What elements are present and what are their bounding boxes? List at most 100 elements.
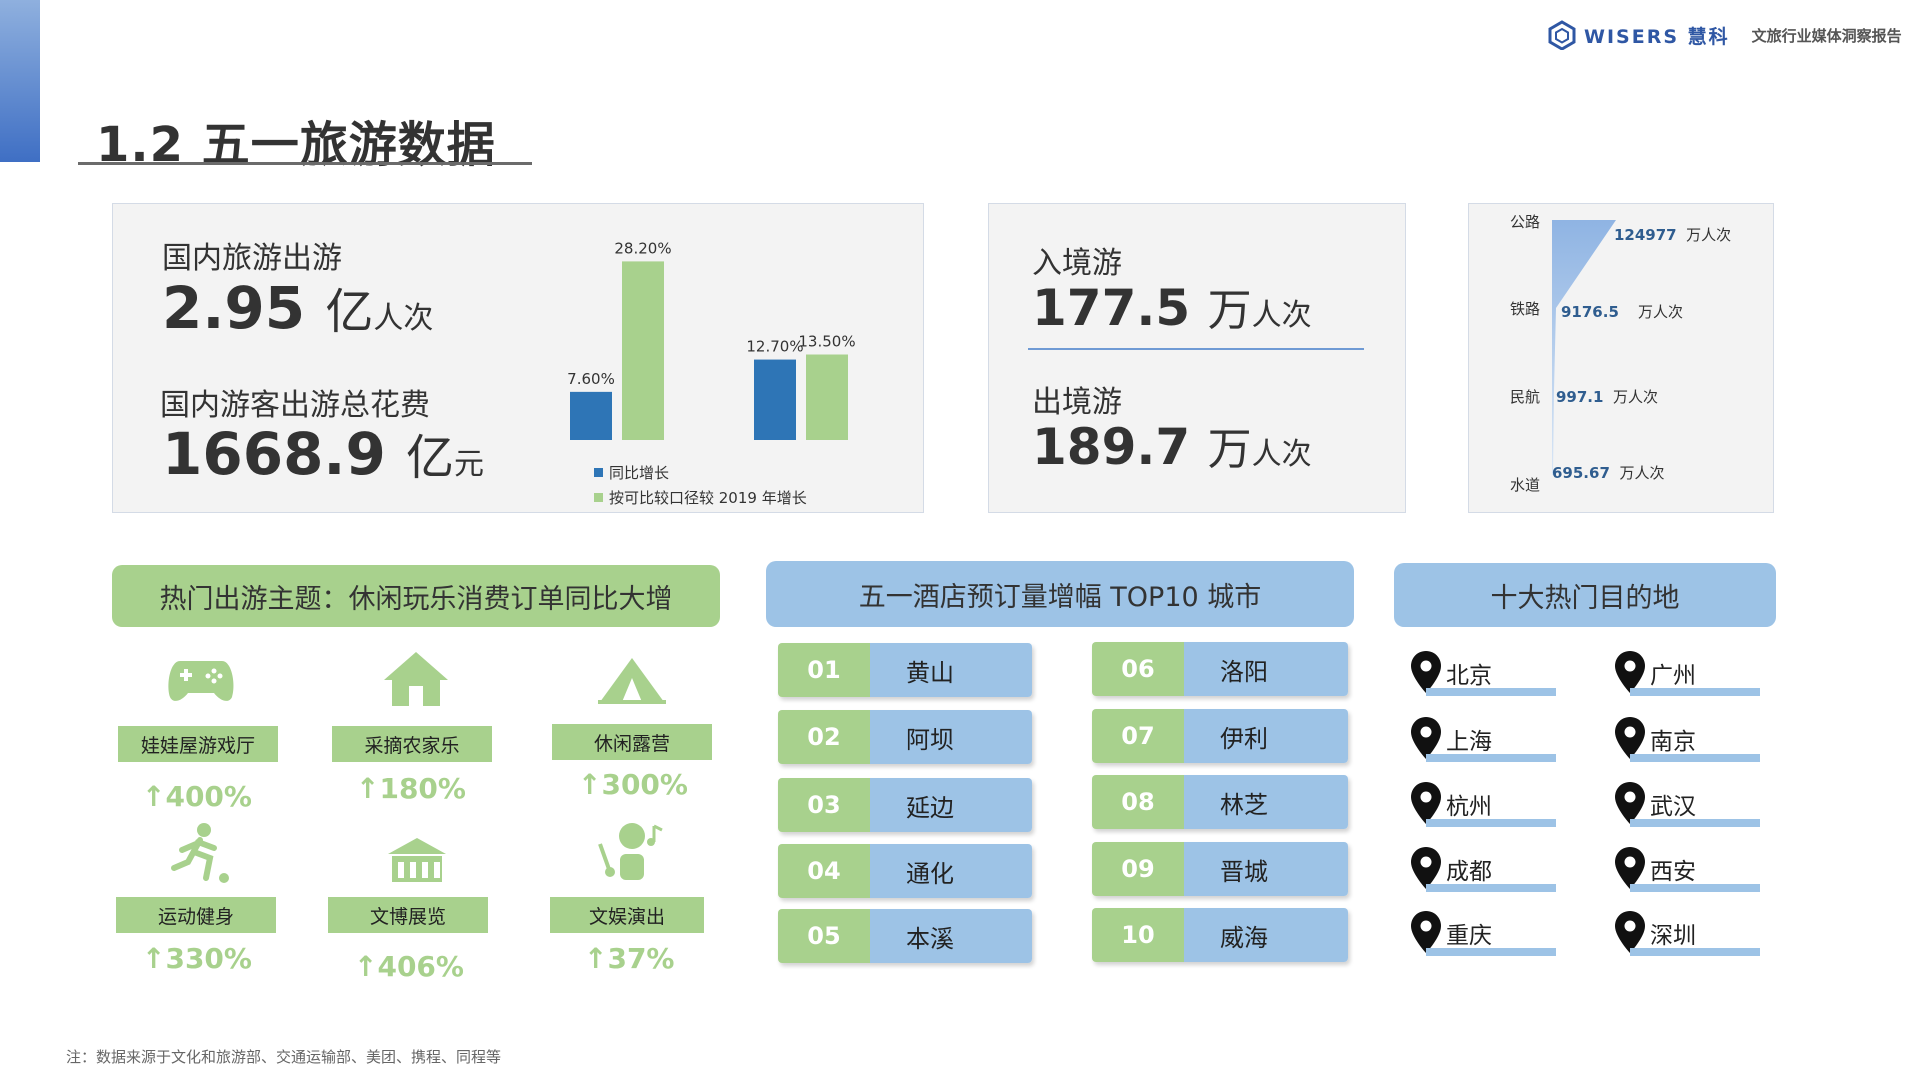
transport-mode-road: 公路 <box>1510 213 1541 231</box>
transport-mode-rail: 铁路 <box>1510 300 1541 318</box>
map-pin-icon <box>1615 717 1645 759</box>
destination-item: 杭州 <box>1410 781 1492 825</box>
transport-number-rail: 9176.5 <box>1561 303 1619 321</box>
map-pin-icon <box>1615 911 1645 953</box>
destination-city: 深圳 <box>1650 923 1696 949</box>
map-pin-icon <box>1615 651 1645 693</box>
brand-header: WISERS 慧科 文旅行业媒体洞察报告 <box>1548 20 1902 50</box>
themes-header: 热门出游主题：休闲玩乐消费订单同比大增 <box>112 565 720 627</box>
legend-label-vs2019: 按可比较口径较 2019 年增长 <box>609 489 807 507</box>
theme-pct-museum: ↑406% <box>354 950 464 983</box>
hotel-rank-row: 05 本溪 <box>778 909 1032 963</box>
rank-number: 10 <box>1092 908 1184 962</box>
outbound-value: 189.7 万人次 <box>1032 413 1312 477</box>
domestic-spend-number: 1668.9 <box>162 420 386 488</box>
footnote: 注：数据来源于文化和旅游部、交通运输部、美团、携程、同程等 <box>66 1048 502 1066</box>
rank-city: 晋城 <box>1184 842 1348 896</box>
transport-unit-rail: 万人次 <box>1637 303 1683 321</box>
domestic-spend-unit-small: 元 <box>454 447 485 482</box>
hotel-rank-row: 03 延边 <box>778 778 1032 832</box>
map-pin-icon <box>1411 717 1441 759</box>
rank-number: 04 <box>778 844 870 898</box>
hotel-rank-row: 04 通化 <box>778 844 1032 898</box>
border-travel-panel <box>988 203 1406 513</box>
destination-city: 武汉 <box>1650 794 1696 820</box>
destination-city: 广州 <box>1650 663 1696 689</box>
domestic-spend-unit: 亿 <box>406 430 455 486</box>
transport-funnel-shape <box>1552 220 1616 475</box>
outbound-unit: 万 <box>1207 424 1252 475</box>
outbound-number: 189.7 <box>1032 418 1191 476</box>
wisers-logo-icon <box>1548 20 1576 50</box>
transport-panel <box>1468 203 1774 513</box>
transport-value-rail: 9176.5 万人次 <box>1561 301 1683 322</box>
inbound-unit: 万 <box>1207 285 1252 336</box>
destination-city: 北京 <box>1446 663 1492 689</box>
tent-icon <box>598 658 666 704</box>
transport-number-air: 997.1 <box>1556 388 1604 406</box>
hotel-top10-header: 五一酒店预订量增幅 TOP10 城市 <box>766 561 1354 627</box>
map-pin-icon <box>1411 847 1441 889</box>
map-pin-icon <box>1615 847 1645 889</box>
rank-number: 07 <box>1092 709 1184 763</box>
hotel-rank-row: 07 伊利 <box>1092 709 1348 763</box>
rank-city: 林芝 <box>1184 775 1348 829</box>
outbound-unit-small: 人次 <box>1251 437 1312 472</box>
map-pin-icon <box>1411 782 1441 824</box>
bar-vs2019-0 <box>622 261 664 440</box>
corner-accent-bar <box>0 0 40 162</box>
legend-swatch-blue <box>594 468 603 477</box>
destination-underline <box>1630 884 1760 892</box>
rank-city: 威海 <box>1184 908 1348 962</box>
theme-label-farm: 采摘农家乐 <box>332 726 492 762</box>
rank-city: 伊利 <box>1184 709 1348 763</box>
destination-item: 上海 <box>1410 716 1492 760</box>
bar-label-vs2019-0: 28.20% <box>614 239 671 257</box>
inbound-label: 入境游 <box>1032 246 1122 281</box>
transport-mode-air: 民航 <box>1510 388 1541 406</box>
theme-label-museum: 文博展览 <box>328 897 488 933</box>
inbound-value: 177.5 万人次 <box>1032 274 1312 338</box>
brand-name: WISERS 慧科 <box>1584 25 1730 48</box>
hotel-rank-row: 08 林芝 <box>1092 775 1348 829</box>
rank-number: 03 <box>778 778 870 832</box>
destination-underline <box>1630 948 1760 956</box>
destination-underline <box>1630 688 1760 696</box>
rank-city: 洛阳 <box>1184 642 1348 696</box>
rank-number: 09 <box>1092 842 1184 896</box>
theme-label-gamepad: 娃娃屋游戏厅 <box>118 726 278 762</box>
performance-icon <box>598 823 663 880</box>
bar-label-vs2019-1: 13.50% <box>798 333 855 351</box>
rank-number: 01 <box>778 643 870 697</box>
title-underline <box>78 162 532 165</box>
domestic-trips-unit: 亿 <box>325 284 374 340</box>
inbound-unit-small: 人次 <box>1251 298 1312 333</box>
rank-city: 阿坝 <box>870 710 1032 764</box>
hotel-rank-row: 10 威海 <box>1092 908 1348 962</box>
destination-item: 深圳 <box>1614 910 1696 954</box>
rank-city: 通化 <box>870 844 1032 898</box>
destination-city: 上海 <box>1446 729 1492 755</box>
hotel-rank-row: 06 洛阳 <box>1092 642 1348 696</box>
bar-yoy-0 <box>570 391 612 440</box>
theme-pct-farm: ↑180% <box>356 772 466 805</box>
growth-bar-chart: 7.60% 12.70% 28.20% 13.50% <box>567 239 856 440</box>
destination-underline <box>1426 948 1556 956</box>
transport-number-water: 695.67 <box>1552 464 1610 482</box>
destination-item: 南京 <box>1614 716 1696 760</box>
theme-pct-camping: ↑300% <box>578 768 688 801</box>
bar-yoy-1 <box>754 359 796 440</box>
panel-divider <box>1028 348 1364 350</box>
destination-item: 西安 <box>1614 846 1696 890</box>
destination-underline <box>1630 819 1760 827</box>
rank-number: 02 <box>778 710 870 764</box>
theme-pct-show: ↑37% <box>584 942 675 975</box>
legend-item-vs2019: 按可比较口径较 2019 年增长 <box>594 487 807 508</box>
theme-pct-fitness: ↑330% <box>142 942 252 975</box>
report-name: 文旅行业媒体洞察报告 <box>1751 26 1902 45</box>
legend-swatch-green <box>594 493 603 502</box>
hotel-rank-row: 01 黄山 <box>778 643 1032 697</box>
rank-number: 05 <box>778 909 870 963</box>
domestic-tourism-panel <box>112 203 924 513</box>
bar-label-yoy-0: 7.60% <box>567 370 615 388</box>
